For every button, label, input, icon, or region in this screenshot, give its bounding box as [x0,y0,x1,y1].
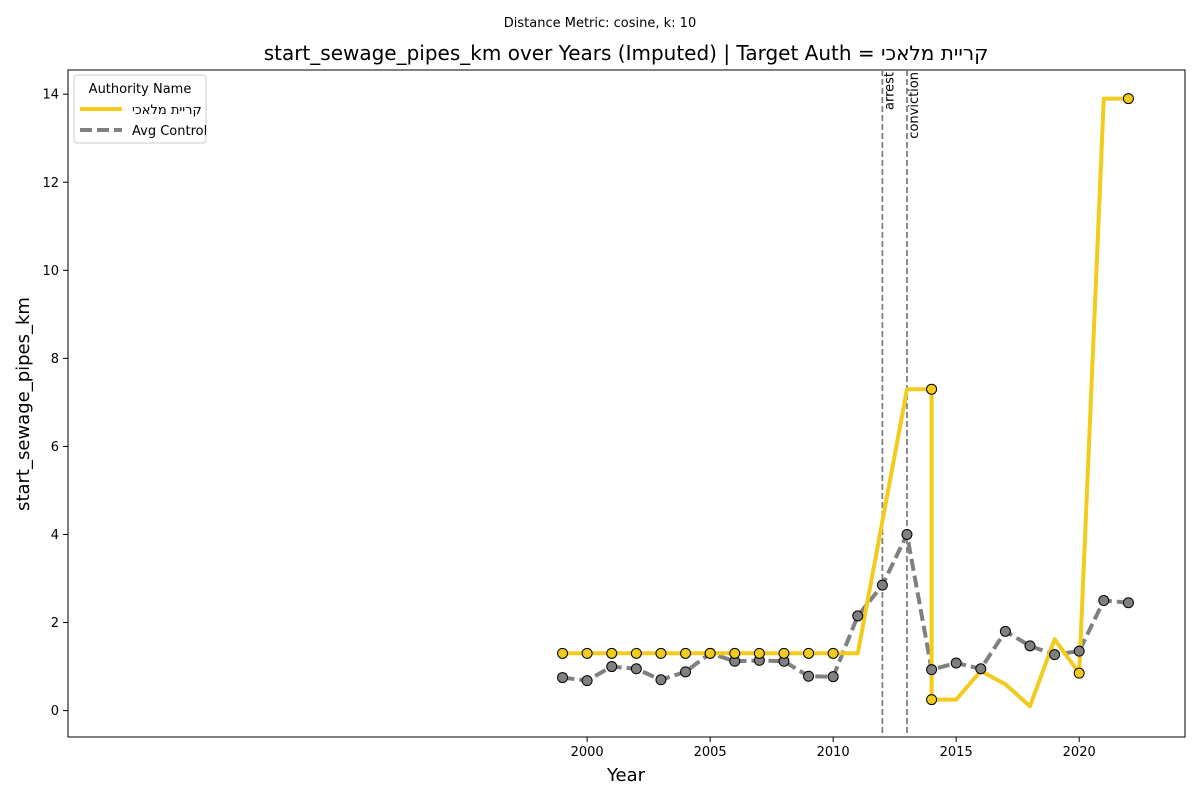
x-tick-label: 2000 [571,745,604,760]
data-point-series-1 [876,579,888,591]
data-point-series-0 [581,647,593,659]
x-axis-label: Year [606,765,646,786]
legend-box [73,74,207,144]
data-point-series-0 [704,647,716,659]
y-tick-label: 2 [51,616,59,631]
data-point-series-1 [1098,595,1110,607]
x-tick-label: 2010 [817,745,850,760]
data-point-series-0 [606,647,618,659]
data-point-series-1 [581,675,593,687]
data-point-series-0 [729,647,741,659]
data-point-series-1 [950,657,962,669]
x-tick-label: 2005 [694,745,727,760]
legend: Authority Name קריית מלאכי Avg Control [73,74,207,144]
chart-title: start_sewage_pipes_km over Years (Impute… [264,41,989,65]
data-point-series-1 [630,663,642,675]
plot-area: 2000 2005 2010 2015 2020 0 2 4 6 8 10 12 14 arrest con… [42,69,1186,760]
data-point-series-1 [926,664,938,676]
x-tick-label: 2015 [940,745,973,760]
data-point-series-0 [753,647,765,659]
data-point-series-0 [1122,93,1134,105]
data-point-series-1 [852,610,864,622]
y-tick-label: 10 [42,264,59,279]
data-point-series-0 [655,647,667,659]
data-point-series-1 [827,671,839,683]
series-line-1 [562,532,1129,683]
data-point-series-0 [1073,667,1085,679]
data-point-series-1 [1049,649,1061,661]
y-tick-label: 0 [51,704,59,719]
data-point-series-1 [557,672,569,684]
event-label-arrest: arrest [882,72,897,110]
y-tick-label: 14 [42,88,59,103]
legend-label-target: קריית מלאכי [132,103,202,118]
event-label-conviction: conviction [907,72,922,139]
data-point-series-0 [926,383,938,395]
data-point-series-1 [1024,640,1036,652]
data-point-series-1 [1122,597,1134,609]
data-point-series-1 [999,625,1011,637]
data-point-series-1 [606,661,618,673]
legend-label-control: Avg Control [132,124,207,139]
legend-title: Authority Name [89,82,192,97]
data-point-series-1 [680,666,692,678]
series-line-0 [562,96,1129,709]
data-point-series-0 [680,647,692,659]
data-point-series-0 [926,694,938,706]
data-point-series-1 [803,670,815,682]
data-point-series-0 [557,647,569,659]
y-tick-label: 8 [51,352,59,367]
data-point-series-0 [803,647,815,659]
data-point-series-0 [630,647,642,659]
x-tick-label: 2020 [1063,745,1096,760]
axes-frame [67,69,1186,738]
data-point-series-1 [655,674,667,686]
y-tick-label: 6 [51,440,59,455]
y-tick-label: 4 [51,528,59,543]
y-axis-label: start_sewage_pipes_km [13,297,34,511]
data-point-series-0 [827,647,839,659]
data-point-series-1 [1073,645,1085,657]
data-point-series-1 [901,528,913,540]
y-tick-label: 12 [42,176,59,191]
data-point-series-1 [975,663,987,675]
data-point-series-0 [778,647,790,659]
chart-suptitle: Distance Metric: cosine, k: 10 [504,16,696,31]
